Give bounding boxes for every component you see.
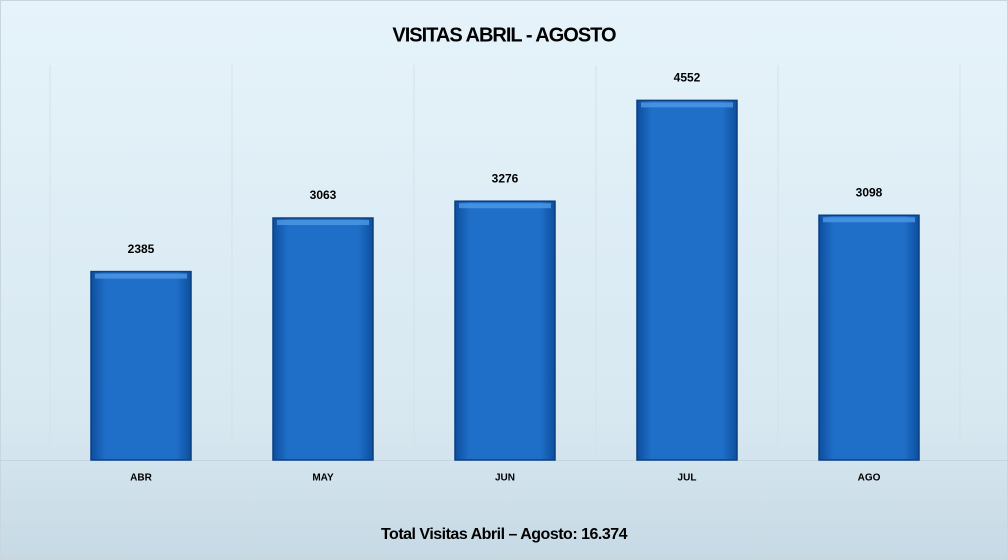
annotation: Total Visitas Abril – Agosto: 16.374 (381, 526, 628, 543)
x-tick-label: JUN (495, 473, 515, 484)
bar (636, 99, 738, 461)
plot-area: ABR 2385 MAY 3063 JUN 3276 JUL 4552 AGO 3098 (0, 65, 1008, 484)
data-label: 4552 (674, 71, 701, 85)
x-tick-label: MAY (312, 473, 334, 484)
bar (818, 214, 920, 461)
data-label: 3276 (492, 171, 519, 185)
x-tick-label: ABR (130, 473, 152, 484)
x-tick-label: AGO (858, 473, 881, 484)
bar (90, 270, 192, 461)
bar-highlight (277, 220, 369, 226)
chart-title: VISITAS ABRIL - AGOSTO (392, 24, 616, 46)
data-label: 3063 (310, 188, 337, 202)
x-tick-label: JUL (678, 473, 697, 484)
bar-highlight (459, 203, 551, 209)
bar (454, 200, 556, 461)
data-label: 2385 (128, 242, 155, 256)
bar (272, 217, 374, 461)
bar-highlight (641, 102, 733, 108)
bar-highlight (823, 217, 915, 223)
bar-highlight (95, 273, 187, 279)
data-label: 3098 (856, 185, 883, 199)
